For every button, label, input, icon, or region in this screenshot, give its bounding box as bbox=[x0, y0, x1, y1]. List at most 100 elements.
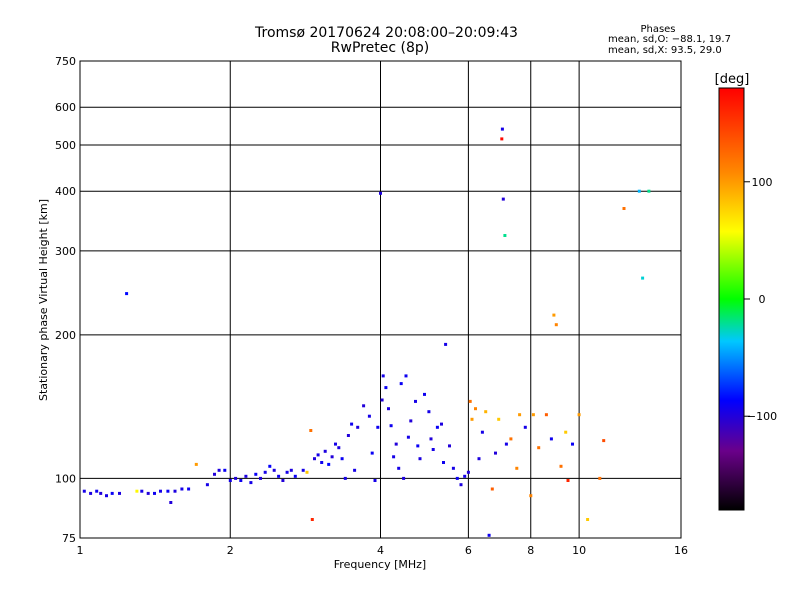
data-point bbox=[340, 457, 344, 461]
data-point bbox=[180, 487, 184, 491]
x-tick-label: 6 bbox=[465, 544, 472, 557]
data-point bbox=[470, 417, 474, 421]
data-point bbox=[501, 197, 505, 201]
x-tick-label: 10 bbox=[572, 544, 586, 557]
phase-stat-x: mean, sd,X: 93.5, 29.0 bbox=[608, 45, 722, 56]
data-point bbox=[82, 489, 86, 493]
data-point bbox=[213, 472, 216, 476]
data-point bbox=[384, 386, 388, 390]
data-point bbox=[554, 323, 558, 327]
y-tick-label: 100 bbox=[55, 472, 76, 485]
data-point bbox=[289, 468, 293, 472]
data-point bbox=[598, 476, 602, 480]
data-point bbox=[586, 518, 590, 521]
data-point bbox=[323, 449, 327, 453]
data-point bbox=[244, 474, 248, 478]
data-point bbox=[537, 446, 541, 450]
data-point bbox=[399, 382, 403, 386]
data-point bbox=[330, 455, 334, 459]
data-point bbox=[466, 470, 470, 474]
data-point bbox=[110, 491, 114, 495]
y-tick-label: 600 bbox=[55, 101, 76, 114]
data-point bbox=[356, 425, 360, 429]
data-point bbox=[387, 407, 390, 411]
x-tick-label: 4 bbox=[377, 544, 384, 557]
data-point bbox=[549, 437, 553, 441]
data-point bbox=[249, 481, 253, 485]
data-point bbox=[641, 276, 645, 280]
data-point bbox=[427, 410, 431, 414]
data-point bbox=[423, 392, 426, 396]
data-point bbox=[95, 489, 99, 493]
data-point bbox=[490, 487, 494, 491]
data-point bbox=[99, 491, 103, 495]
data-point bbox=[125, 292, 129, 296]
data-point bbox=[503, 234, 507, 237]
data-point bbox=[440, 422, 443, 426]
data-point bbox=[89, 491, 93, 495]
data-point bbox=[477, 457, 481, 461]
y-tick-label: 400 bbox=[55, 185, 76, 198]
data-point bbox=[474, 407, 477, 411]
data-point bbox=[362, 404, 366, 408]
data-point bbox=[223, 468, 227, 472]
grid-layer bbox=[80, 61, 681, 538]
data-point bbox=[337, 446, 341, 450]
data-point bbox=[564, 430, 568, 434]
data-point bbox=[622, 207, 626, 210]
data-point bbox=[305, 470, 309, 474]
y-tick-label: 750 bbox=[55, 55, 76, 68]
data-point bbox=[118, 491, 121, 495]
data-point bbox=[418, 457, 422, 461]
data-point bbox=[217, 468, 221, 472]
x-tick-label: 1 bbox=[77, 544, 84, 557]
data-point bbox=[431, 448, 435, 451]
data-point bbox=[429, 437, 433, 441]
data-point bbox=[381, 374, 385, 378]
data-point bbox=[272, 468, 276, 472]
data-point bbox=[544, 413, 548, 417]
data-point bbox=[228, 479, 232, 482]
data-point bbox=[494, 451, 497, 455]
data-point bbox=[373, 479, 377, 482]
data-point bbox=[571, 442, 574, 446]
y-tick-label: 75 bbox=[62, 532, 76, 545]
data-point bbox=[602, 439, 606, 443]
data-point bbox=[140, 489, 144, 493]
colorbar-tick-label: −100 bbox=[747, 410, 777, 423]
data-point bbox=[353, 468, 357, 472]
phase-legend-title: Phases bbox=[640, 24, 676, 35]
tick-labels: 1 2 4 6 8 10 16 75 100 200 300 400 500 600 750 bbox=[55, 55, 688, 557]
data-point bbox=[402, 476, 406, 480]
data-point bbox=[480, 430, 484, 434]
y-axis-label: Stationary phase Virtual Height [km] bbox=[37, 199, 50, 401]
data-point bbox=[316, 453, 320, 457]
phase-stat-o: mean, sd,O: −88.1, 19.7 bbox=[608, 34, 731, 45]
data-point bbox=[313, 457, 316, 461]
data-point bbox=[146, 491, 150, 495]
data-point bbox=[187, 487, 191, 491]
x-tick-label: 8 bbox=[527, 544, 534, 557]
data-point bbox=[293, 474, 297, 478]
data-point bbox=[416, 444, 420, 448]
data-point bbox=[523, 425, 527, 429]
data-point bbox=[406, 435, 410, 439]
data-point bbox=[442, 461, 445, 464]
data-point bbox=[459, 483, 463, 487]
data-point bbox=[637, 189, 641, 193]
data-point bbox=[205, 483, 209, 487]
data-point bbox=[515, 466, 519, 470]
data-point bbox=[448, 444, 451, 448]
data-point bbox=[531, 413, 535, 417]
data-point bbox=[327, 462, 331, 466]
data-point bbox=[504, 442, 508, 446]
data-point bbox=[409, 419, 413, 423]
data-point bbox=[647, 189, 651, 193]
data-point bbox=[254, 472, 258, 476]
data-point bbox=[487, 533, 491, 537]
data-point bbox=[343, 476, 347, 480]
x-tick-label: 2 bbox=[227, 544, 234, 557]
colorbar bbox=[718, 87, 745, 511]
data-point bbox=[169, 501, 173, 504]
